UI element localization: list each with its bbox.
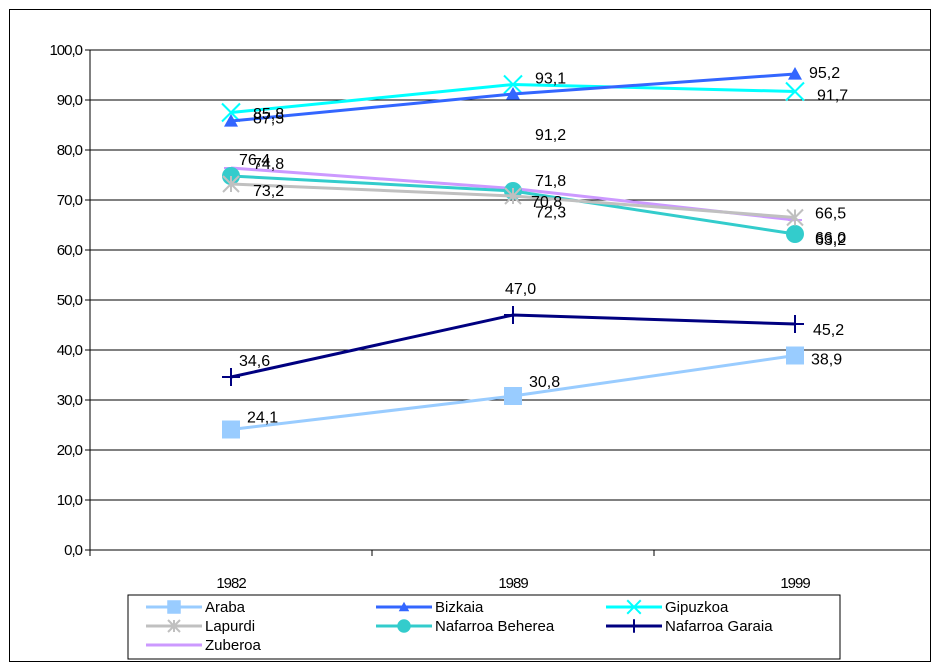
data-labels: 24,1 30,8 38,9 85,8 91,2 95,2 87,5 93,1 91,7 73,2…	[239, 65, 848, 427]
data-point	[398, 601, 410, 612]
legend-item: Bizkaia	[376, 599, 484, 616]
legend-label: Lapurdi	[205, 618, 255, 635]
data-label: 70,8	[531, 194, 562, 211]
data-point	[397, 619, 411, 633]
legend-item: Lapurdi	[146, 618, 255, 635]
data-point	[504, 306, 522, 324]
data-point	[788, 67, 802, 80]
data-point	[785, 81, 805, 102]
series-lines	[221, 67, 805, 439]
data-point	[222, 368, 240, 386]
x-tick-label: 1989	[498, 575, 528, 592]
y-tick-label: 60,0	[57, 242, 83, 259]
data-label: 71,8	[535, 173, 566, 190]
data-label: 95,2	[809, 65, 840, 82]
data-label: 73,2	[253, 183, 284, 200]
data-label: 74,8	[253, 156, 284, 173]
y-tick-label: 10,0	[57, 492, 83, 509]
legend-item: Gipuzkoa	[606, 599, 729, 616]
data-point	[167, 600, 181, 614]
data-label: 93,1	[535, 71, 566, 88]
x-tick-label: 1999	[780, 575, 810, 592]
data-label: 66,0	[815, 230, 846, 247]
data-label: 76,4	[239, 152, 270, 169]
y-tick-label: 70,0	[57, 192, 83, 209]
legend-box	[127, 594, 841, 660]
data-label: 63,2	[815, 232, 846, 249]
data-point	[504, 187, 522, 205]
legend-label: Nafarroa Garaia	[665, 618, 773, 635]
y-tick-label: 20,0	[57, 442, 83, 459]
y-tick-label: 50,0	[57, 292, 83, 309]
y-tick-label: 30,0	[57, 392, 83, 409]
data-label: 85,8	[253, 106, 284, 123]
data-label: 30,8	[529, 374, 560, 391]
legend-item: Nafarroa Beherea	[376, 618, 555, 635]
gridlines	[90, 49, 936, 501]
tick-labels: 0,0 10,0 20,0 30,0 40,0 50,0 60,0 70,0 80,0 90,0 1…	[49, 42, 811, 592]
legend-label: Nafarroa Beherea	[435, 618, 555, 635]
chart-frame: 0,0 10,0 20,0 30,0 40,0 50,0 60,0 70,0 80,0 90,0 1…	[9, 9, 937, 662]
y-tick-label: 0,0	[64, 542, 83, 559]
data-point	[222, 175, 240, 193]
data-label: 24,1	[247, 410, 278, 427]
legend-label: Araba	[205, 599, 246, 616]
legend-item: Zuberoa	[146, 637, 262, 654]
data-point	[504, 387, 522, 405]
y-tick-label: 100,0	[49, 42, 82, 59]
data-label: 34,6	[239, 353, 270, 370]
data-label: 72,3	[535, 205, 566, 222]
data-label: 91,7	[817, 88, 848, 105]
data-point	[786, 208, 804, 227]
data-label: 87,5	[253, 111, 284, 128]
y-tick-label: 40,0	[57, 342, 83, 359]
legend-item: Araba	[146, 599, 246, 616]
data-label: 91,2	[535, 127, 566, 144]
data-label: 47,0	[505, 281, 536, 298]
legend-label: Gipuzkoa	[665, 599, 729, 616]
data-point	[224, 114, 238, 127]
legend-item: Nafarroa Garaia	[606, 618, 773, 635]
legend-label: Bizkaia	[435, 599, 484, 616]
data-point	[221, 102, 241, 123]
data-point	[167, 619, 181, 633]
data-point	[222, 420, 240, 439]
data-point	[786, 346, 804, 365]
data-point	[627, 619, 641, 633]
axes	[85, 49, 937, 556]
data-point	[626, 599, 642, 615]
data-label: 66,5	[815, 206, 846, 223]
legend-label: Zuberoa	[205, 637, 262, 654]
data-point	[786, 315, 804, 333]
line-chart: 0,0 10,0 20,0 30,0 40,0 50,0 60,0 70,0 80,0 90,0 1…	[49, 42, 937, 660]
data-point	[786, 225, 804, 243]
x-tick-label: 1982	[216, 575, 246, 592]
data-point	[503, 74, 523, 95]
data-label: 45,2	[813, 322, 844, 339]
data-point	[506, 87, 520, 100]
y-tick-label: 80,0	[57, 142, 83, 159]
y-tick-label: 90,0	[57, 92, 83, 109]
legend: Araba Bizkaia Gipuzkoa Lapurdi Nafarroa Behe…	[127, 594, 841, 660]
data-label: 38,9	[811, 352, 842, 369]
